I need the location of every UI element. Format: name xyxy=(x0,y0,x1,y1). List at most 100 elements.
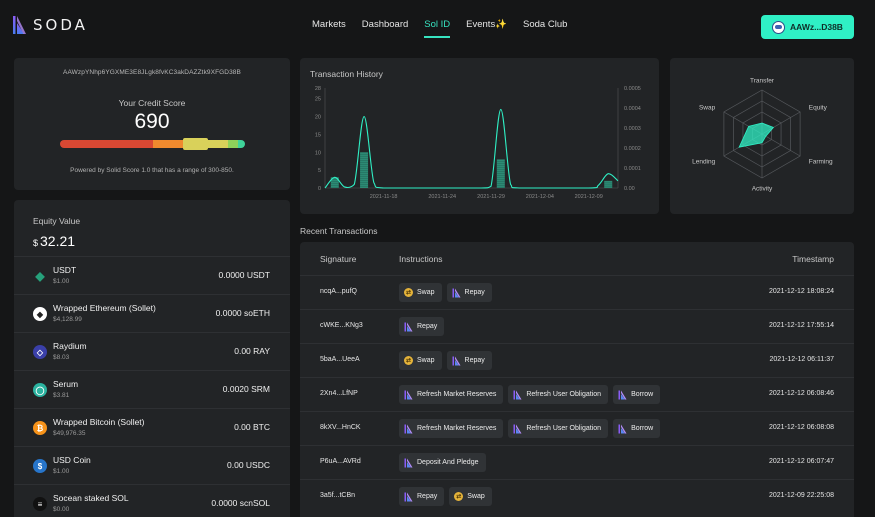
soda-instruction-icon xyxy=(404,322,413,331)
tx-instructions: Refresh Market Reserves Refresh User Obli… xyxy=(399,385,661,404)
token-name: Wrapped Ethereum (Sollet) xyxy=(53,303,156,313)
token-price: $49,976.35 xyxy=(53,430,86,437)
y2-tick-label: 0.0004 xyxy=(624,106,641,112)
y-tick-label: 5 xyxy=(318,168,321,174)
tx-signature[interactable]: 3a5f...tCBn xyxy=(320,492,356,499)
tx-signature[interactable]: cWKE...KNg3 xyxy=(320,322,363,329)
instruction-label: Swap xyxy=(417,357,435,364)
equity-amount: 32.21 xyxy=(40,233,76,249)
token-row[interactable]: ◆ Wrapped Ethereum (Sollet) $4,128.99 0.000… xyxy=(14,294,290,332)
y-tick-label: 28 xyxy=(315,86,321,92)
history-bar xyxy=(330,177,339,188)
raydium-icon: ◇ xyxy=(33,345,47,359)
ethereum-icon: ◆ xyxy=(33,307,47,321)
instruction-refresh-user-obligation[interactable]: Refresh User Obligation xyxy=(508,419,609,438)
radar-data-area xyxy=(738,122,775,148)
token-row[interactable]: ₿ Wrapped Bitcoin (Sollet) $49,976.35 0.00 … xyxy=(14,408,290,446)
y2-tick-label: 0.0005 xyxy=(624,86,641,92)
instruction-swap[interactable]: ⇄ Swap xyxy=(399,351,442,370)
bitcoin-icon: ₿ xyxy=(33,421,47,435)
token-name: Raydium xyxy=(53,341,87,351)
token-name: Serum xyxy=(53,379,79,389)
col-instructions: Instructions xyxy=(399,254,443,264)
history-line xyxy=(324,108,619,189)
nav-item-sol-id[interactable]: Sol ID xyxy=(424,19,450,38)
tether-icon: ◆ xyxy=(35,269,45,283)
instruction-label: Repay xyxy=(464,289,485,296)
instruction-deposit-and-pledge[interactable]: Deposit And Pledge xyxy=(399,453,486,472)
credit-score-card: AAWzpYNhp6YGXME3E8JLgk8fvKC3akDAZZtk9XFG… xyxy=(14,58,290,190)
table-row[interactable]: 2Xn4...LfNP Refresh Market Reserves Refres… xyxy=(300,377,854,411)
equity-card: Equity Value $32.21 ◆ USDT $1.00 0.0000 USD… xyxy=(14,200,290,517)
table-row[interactable]: 5baA...UeeA ⇄ Swap Repay 2021-12-12 06:11:37 xyxy=(300,343,854,377)
table-row[interactable]: P6uA...AVRd Deposit And Pledge 2021-12-12 … xyxy=(300,445,854,479)
token-row[interactable]: ◯ Serum $3.81 0.0020 SRM xyxy=(14,370,290,408)
token-row[interactable]: ◇ Raydium $8.03 0.00 RAY xyxy=(14,332,290,370)
soda-instruction-icon xyxy=(404,492,413,501)
table-row[interactable]: cWKE...KNg3 Repay 2021-12-12 17:55:14 xyxy=(300,309,854,343)
token-price: $4,128.99 xyxy=(53,316,82,323)
usdc-icon: $ xyxy=(33,459,47,473)
tx-timestamp: 2021-12-09 22:25:08 xyxy=(769,492,834,499)
token-row[interactable]: ≡ Socean staked SOL $0.00 0.0000 scnSOL xyxy=(14,484,290,517)
soda-instruction-icon xyxy=(452,288,461,297)
token-balance: 0.0000 scnSOL xyxy=(211,498,270,508)
tx-timestamp: 2021-12-12 17:55:14 xyxy=(769,322,834,329)
transaction-history-card: 0 5 10 15 20 25 28 0.00 0.0001 0.0002 0.0003 0.0004… xyxy=(300,58,659,214)
score-segment xyxy=(227,140,238,148)
instruction-refresh-market-reserves[interactable]: Refresh Market Reserves xyxy=(399,419,504,438)
instruction-swap[interactable]: ⇄ Swap xyxy=(449,487,492,506)
tx-signature[interactable]: 2Xn4...LfNP xyxy=(320,390,358,397)
tx-timestamp: 2021-12-12 18:08:24 xyxy=(769,288,834,295)
swap-icon: ⇄ xyxy=(454,492,464,501)
tx-timestamp: 2021-12-12 06:11:37 xyxy=(769,356,834,363)
tx-signature[interactable]: ncqA...pufQ xyxy=(320,288,357,295)
table-row[interactable]: 8kXV...HnCK Refresh Market Reserves Refres… xyxy=(300,411,854,445)
score-indicator xyxy=(182,138,208,150)
tx-instructions: Repay xyxy=(399,317,445,336)
tx-signature[interactable]: 8kXV...HnCK xyxy=(320,424,361,431)
logo[interactable]: SODA xyxy=(12,15,88,35)
wallet-button[interactable]: AAWz...D38B xyxy=(761,15,854,39)
tx-signature[interactable]: P6uA...AVRd xyxy=(320,458,361,465)
x-tick-label: 2021-12-09 xyxy=(575,194,603,200)
radar-axis-label: Transfer xyxy=(750,78,775,85)
nav-item-soda-club[interactable]: Soda Club xyxy=(523,19,568,30)
instruction-repay[interactable]: Repay xyxy=(446,351,492,370)
token-price: $8.03 xyxy=(53,354,70,361)
nav-item-markets[interactable]: Markets xyxy=(312,19,346,30)
instruction-repay[interactable]: Repay xyxy=(446,283,492,302)
soda-instruction-icon xyxy=(404,424,413,433)
token-row[interactable]: $ USD Coin $1.00 0.00 USDC xyxy=(14,446,290,484)
token-name: Wrapped Bitcoin (Sollet) xyxy=(53,417,145,427)
token-price: $0.00 xyxy=(53,506,70,513)
token-price: $3.81 xyxy=(53,392,70,399)
tx-signature[interactable]: 5baA...UeeA xyxy=(320,356,360,363)
token-price: $1.00 xyxy=(53,468,70,475)
y2-tick-label: 0.0002 xyxy=(624,146,641,152)
table-row[interactable]: ncqA...pufQ ⇄ Swap Repay 2021-12-12 18:08:24 xyxy=(300,275,854,309)
instruction-borrow[interactable]: Borrow xyxy=(613,419,661,438)
table-row[interactable]: 3a5f...tCBn Repay ⇄ Swap 2021-12-09 22:25:08 xyxy=(300,479,854,513)
nav-item-events[interactable]: Events✨ xyxy=(466,19,508,30)
nav-item-dashboard[interactable]: Dashboard xyxy=(361,19,409,30)
soda-instruction-icon xyxy=(404,390,413,399)
token-name: USDT xyxy=(53,265,77,275)
instruction-repay[interactable]: Repay xyxy=(399,487,445,506)
equity-value: $32.21 xyxy=(33,233,75,249)
token-balance: 0.0000 USDT xyxy=(218,270,271,280)
soda-instruction-icon xyxy=(513,390,522,399)
radar-axis-label: Equity xyxy=(809,105,828,112)
instruction-repay[interactable]: Repay xyxy=(399,317,445,336)
token-balance: 0.00 USDC xyxy=(227,460,270,470)
wallet-avatar-icon xyxy=(772,20,786,34)
instruction-swap[interactable]: ⇄ Swap xyxy=(399,283,442,302)
logo-text: SODA xyxy=(33,16,88,34)
instruction-borrow[interactable]: Borrow xyxy=(613,385,661,404)
instruction-refresh-market-reserves[interactable]: Refresh Market Reserves xyxy=(399,385,504,404)
token-row[interactable]: ◆ USDT $1.00 0.0000 USDT xyxy=(14,256,290,294)
history-bar xyxy=(604,180,613,188)
radar-axis-label: Farming xyxy=(809,159,833,166)
y-tick-label: 25 xyxy=(315,97,321,103)
instruction-refresh-user-obligation[interactable]: Refresh User Obligation xyxy=(508,385,609,404)
